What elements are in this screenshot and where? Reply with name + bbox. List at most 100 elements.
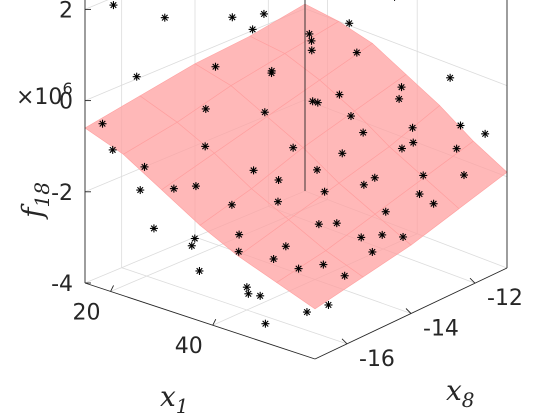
- data-point: [234, 247, 243, 256]
- data-point: [108, 145, 117, 154]
- data-point: [446, 73, 455, 82]
- y-gridline: [121, 0, 348, 345]
- data-point: [244, 289, 253, 298]
- z-axis-label: f18: [16, 182, 54, 220]
- data-point: [274, 176, 283, 185]
- z-tick-label: -4: [51, 272, 73, 297]
- data-point: [429, 199, 438, 208]
- y-tick-label: -12: [487, 286, 523, 311]
- data-point: [307, 46, 316, 55]
- data-point: [419, 171, 428, 180]
- x-tick-label: 40: [175, 334, 203, 359]
- data-point: [273, 197, 282, 206]
- data-point: [294, 264, 303, 273]
- data-point: [408, 123, 417, 132]
- data-point: [392, 0, 398, 1]
- data-point: [319, 260, 328, 269]
- y-axis-label: x8: [446, 374, 475, 412]
- data-point: [149, 224, 158, 233]
- y-tick: [341, 338, 348, 345]
- data-point: [256, 291, 265, 300]
- z-tick-label: 0: [59, 90, 73, 115]
- data-point: [281, 242, 290, 251]
- data-point: [261, 319, 270, 328]
- ticks-layer: -4 -2 0 2 20 40 -16 -14 -12: [51, 0, 523, 372]
- data-point: [338, 149, 347, 158]
- data-point: [352, 48, 361, 57]
- data-point: [169, 184, 178, 193]
- data-point: [335, 90, 344, 99]
- y-tick-label: -14: [423, 317, 459, 342]
- data-point: [314, 220, 323, 229]
- data-point: [187, 241, 196, 250]
- z-gridline: [84, 0, 109, 10]
- data-point: [302, 308, 311, 317]
- data-point: [132, 72, 141, 81]
- data-point: [409, 138, 418, 147]
- data-point: [357, 233, 366, 242]
- data-point: [415, 190, 424, 199]
- data-point: [378, 230, 387, 239]
- data-point: [381, 207, 390, 216]
- data-point: [345, 19, 354, 28]
- x-tick: [110, 285, 114, 292]
- data-point: [227, 200, 236, 209]
- data-point: [340, 271, 349, 280]
- data-point: [332, 219, 341, 228]
- data-point: [98, 119, 107, 128]
- data-point: [259, 9, 268, 18]
- z-tick-label: -2: [51, 181, 73, 206]
- y-tick: [469, 277, 476, 284]
- data-point: [248, 25, 257, 34]
- data-point: [308, 97, 317, 106]
- data-point: [160, 13, 169, 22]
- data-point: [305, 29, 314, 38]
- data-point: [228, 13, 237, 22]
- data-point: [456, 121, 465, 130]
- data-point: [359, 128, 368, 137]
- surface-layer: [84, 3, 508, 310]
- data-point: [289, 143, 298, 152]
- data-point: [249, 166, 258, 175]
- data-point: [313, 165, 322, 174]
- z-tick-label: 2: [59, 0, 73, 23]
- y-tick: [405, 308, 412, 314]
- data-point: [324, 300, 333, 309]
- y-tick-label: -16: [359, 347, 395, 372]
- data-point: [346, 112, 355, 121]
- x-tick: [212, 319, 217, 326]
- data-point: [109, 1, 118, 10]
- data-point: [452, 144, 461, 153]
- data-point: [260, 108, 269, 117]
- data-point: [195, 266, 204, 275]
- data-point: [190, 234, 199, 243]
- data-point: [481, 129, 490, 138]
- data-point: [140, 162, 149, 171]
- data-point: [269, 254, 278, 263]
- points-layer: [98, 0, 490, 328]
- data-point: [211, 62, 220, 71]
- data-point: [368, 247, 377, 256]
- data-point: [242, 283, 251, 292]
- data-point: [399, 232, 408, 241]
- data-point: [136, 186, 145, 195]
- z-exponent-label: ×106: [16, 79, 73, 110]
- data-point: [191, 182, 200, 191]
- data-point: [370, 173, 379, 182]
- x-tick-label: 20: [73, 300, 101, 325]
- data-point: [307, 36, 316, 45]
- data-point: [395, 94, 404, 103]
- data-point: [320, 187, 329, 196]
- x-axis-label: x1: [160, 380, 189, 418]
- data-point: [267, 69, 276, 78]
- data-point: [201, 104, 210, 113]
- data-point: [313, 98, 322, 107]
- axis-edge: [84, 282, 316, 360]
- data-point: [235, 230, 244, 239]
- data-point: [459, 171, 468, 180]
- data-point: [397, 144, 406, 153]
- data-point: [201, 142, 210, 151]
- data-point: [397, 83, 406, 92]
- data-point: [359, 180, 368, 189]
